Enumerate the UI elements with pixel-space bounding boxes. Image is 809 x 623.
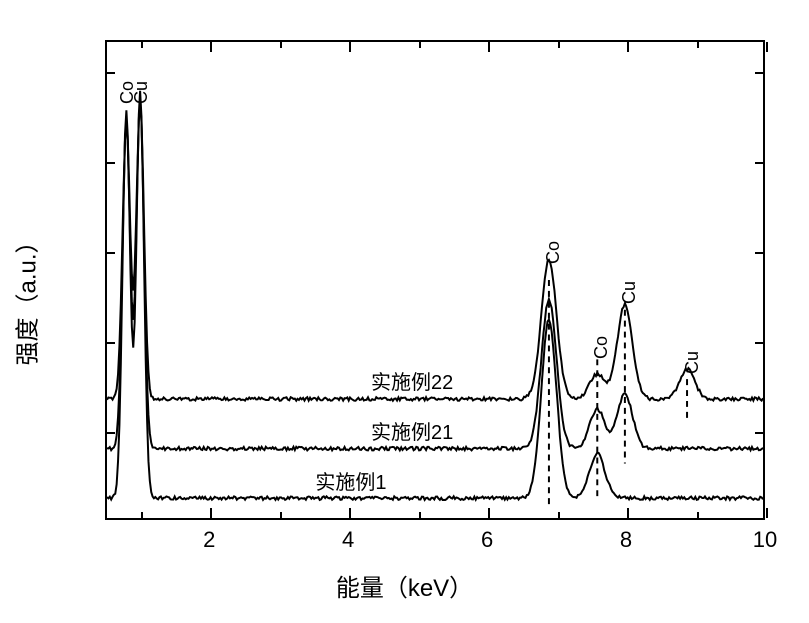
- x-minor-tick-top: [141, 42, 143, 48]
- peak-label: Co: [591, 336, 612, 359]
- x-tick-mark-top: [766, 42, 768, 52]
- x-tick-mark: [210, 508, 212, 518]
- peak-label: Cu: [131, 81, 152, 104]
- spectrum-trace: [107, 102, 763, 401]
- x-tick-label: 10: [753, 527, 777, 553]
- peak-label: Cu: [682, 351, 703, 374]
- x-minor-tick-top: [280, 42, 282, 48]
- x-tick-label: 8: [620, 527, 632, 553]
- trace-label: 实施例1: [315, 466, 386, 495]
- y-tick-mark-right: [755, 342, 763, 344]
- peak-label: Cu: [619, 281, 640, 304]
- x-tick-mark-top: [627, 42, 629, 52]
- y-tick-mark: [107, 342, 115, 344]
- eds-spectrum-chart: 强度（a.u.） 实施例1实施例21实施例22CoCuCoCoCuCu 能量（k…: [10, 10, 799, 613]
- x-tick-mark: [349, 508, 351, 518]
- y-tick-mark: [107, 432, 115, 434]
- x-tick-mark: [488, 508, 490, 518]
- x-minor-tick: [280, 512, 282, 518]
- y-tick-mark: [107, 72, 115, 74]
- x-axis-label: 能量（keV）: [336, 568, 473, 603]
- y-axis-label: 强度（a.u.）: [8, 229, 43, 365]
- x-minor-tick-top: [697, 42, 699, 48]
- x-minor-tick: [141, 512, 143, 518]
- y-tick-mark-right: [755, 432, 763, 434]
- peak-label: Co: [543, 241, 564, 264]
- x-tick-mark-top: [349, 42, 351, 52]
- x-tick-mark: [627, 508, 629, 518]
- trace-label: 实施例21: [371, 416, 453, 445]
- y-tick-mark-right: [755, 252, 763, 254]
- trace-label: 实施例22: [371, 366, 453, 395]
- spectra-svg: [107, 42, 763, 518]
- x-tick-label: 2: [203, 527, 215, 553]
- x-tick-mark: [766, 508, 768, 518]
- x-tick-mark-top: [488, 42, 490, 52]
- y-tick-mark-right: [755, 162, 763, 164]
- x-minor-tick-top: [419, 42, 421, 48]
- y-tick-mark-right: [755, 72, 763, 74]
- x-minor-tick: [419, 512, 421, 518]
- x-minor-tick: [558, 512, 560, 518]
- x-tick-label: 6: [481, 527, 493, 553]
- y-tick-mark: [107, 252, 115, 254]
- x-tick-label: 4: [342, 527, 354, 553]
- x-minor-tick-top: [558, 42, 560, 48]
- x-tick-mark-top: [210, 42, 212, 52]
- plot-area: 实施例1实施例21实施例22CoCuCoCoCuCu: [105, 40, 765, 520]
- y-tick-mark: [107, 162, 115, 164]
- x-minor-tick: [697, 512, 699, 518]
